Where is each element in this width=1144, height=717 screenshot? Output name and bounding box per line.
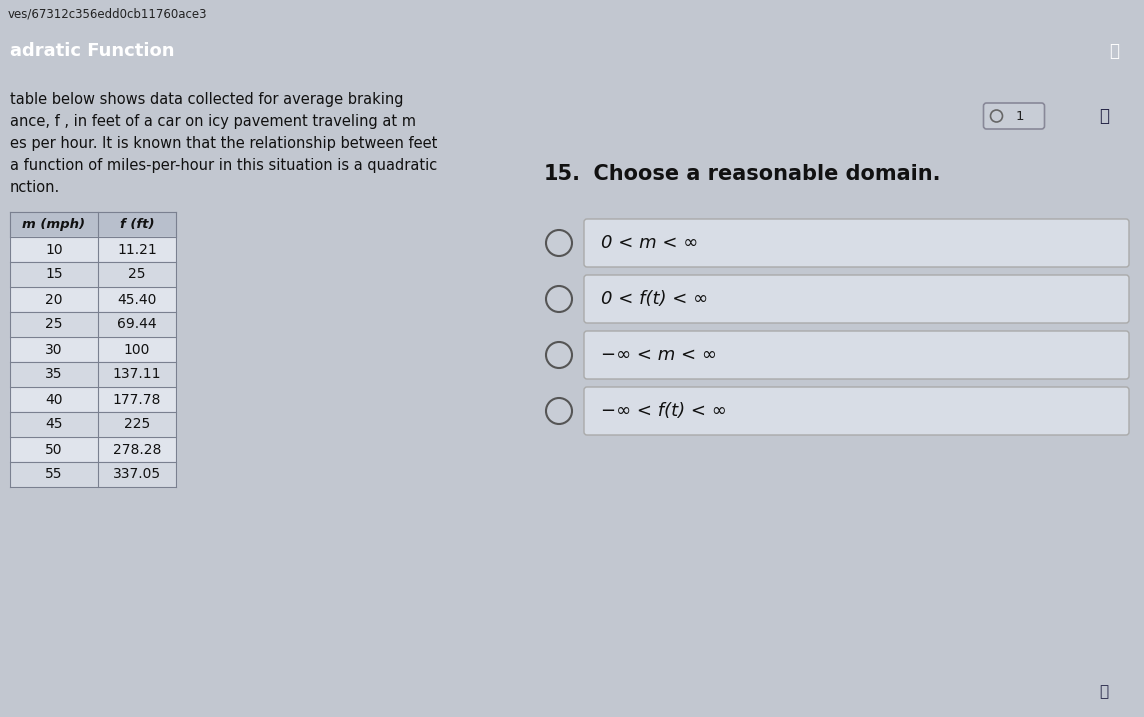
Bar: [10, 437, 98, 462]
Circle shape: [546, 230, 572, 256]
Circle shape: [546, 398, 572, 424]
Text: Choose a reasonable domain.: Choose a reasonable domain.: [579, 164, 940, 184]
Text: a function of miles-per-hour in this situation is a quadratic: a function of miles-per-hour in this sit…: [10, 158, 437, 173]
Text: 15.: 15.: [545, 164, 581, 184]
Bar: [10, 237, 98, 262]
Bar: [98, 287, 176, 312]
FancyBboxPatch shape: [583, 387, 1129, 435]
Text: 30: 30: [46, 343, 63, 356]
Text: 40: 40: [46, 392, 63, 407]
Text: 225: 225: [124, 417, 150, 432]
Text: 45: 45: [46, 417, 63, 432]
Bar: [10, 412, 98, 437]
Text: 15: 15: [45, 267, 63, 282]
Text: es per hour. It is known that the relationship between feet: es per hour. It is known that the relati…: [10, 136, 437, 151]
Bar: [10, 387, 98, 412]
Circle shape: [991, 110, 1002, 122]
Text: 177.78: 177.78: [113, 392, 161, 407]
Text: ance, f , in feet of a car on icy pavement traveling at m: ance, f , in feet of a car on icy paveme…: [10, 114, 416, 129]
Text: 100: 100: [124, 343, 150, 356]
Text: f (ft): f (ft): [120, 218, 154, 231]
Bar: [10, 312, 98, 337]
Bar: [10, 337, 98, 362]
Bar: [10, 462, 98, 487]
Bar: [98, 337, 176, 362]
Bar: [98, 462, 176, 487]
FancyBboxPatch shape: [583, 219, 1129, 267]
Text: adratic Function: adratic Function: [10, 42, 175, 60]
Text: ⎕: ⎕: [1109, 42, 1119, 60]
Bar: [10, 262, 98, 287]
Text: 35: 35: [46, 368, 63, 381]
Text: m (mph): m (mph): [23, 218, 86, 231]
Text: 55: 55: [46, 467, 63, 482]
Text: 25: 25: [46, 318, 63, 331]
Text: 10: 10: [45, 242, 63, 257]
Text: −∞ < m < ∞: −∞ < m < ∞: [601, 346, 717, 364]
Text: 337.05: 337.05: [113, 467, 161, 482]
Bar: [98, 262, 176, 287]
Circle shape: [546, 342, 572, 368]
FancyBboxPatch shape: [583, 275, 1129, 323]
Text: nction.: nction.: [10, 180, 61, 195]
Text: ⎕: ⎕: [1099, 107, 1109, 125]
Text: 50: 50: [46, 442, 63, 457]
Bar: [10, 362, 98, 387]
Text: −∞ < f(t) < ∞: −∞ < f(t) < ∞: [601, 402, 726, 420]
FancyBboxPatch shape: [583, 331, 1129, 379]
Circle shape: [546, 286, 572, 312]
Bar: [10, 287, 98, 312]
Text: 0 < m < ∞: 0 < m < ∞: [601, 234, 698, 252]
Bar: [98, 237, 176, 262]
Text: table below shows data collected for average braking: table below shows data collected for ave…: [10, 92, 404, 107]
Bar: [10, 212, 98, 237]
Text: 25: 25: [128, 267, 145, 282]
Bar: [98, 212, 176, 237]
Text: 20: 20: [46, 293, 63, 306]
Bar: [98, 362, 176, 387]
Text: 69.44: 69.44: [117, 318, 157, 331]
Bar: [98, 412, 176, 437]
Text: 0 < f(t) < ∞: 0 < f(t) < ∞: [601, 290, 708, 308]
Text: 278.28: 278.28: [113, 442, 161, 457]
Text: 45.40: 45.40: [118, 293, 157, 306]
Text: ves/67312c356edd0cb11760ace3: ves/67312c356edd0cb11760ace3: [8, 7, 207, 21]
Text: 137.11: 137.11: [113, 368, 161, 381]
Bar: [98, 437, 176, 462]
Bar: [98, 312, 176, 337]
FancyBboxPatch shape: [984, 103, 1044, 129]
Bar: [98, 387, 176, 412]
Text: 1: 1: [1016, 110, 1024, 123]
Text: 11.21: 11.21: [117, 242, 157, 257]
Text: ⎕: ⎕: [1099, 684, 1109, 699]
